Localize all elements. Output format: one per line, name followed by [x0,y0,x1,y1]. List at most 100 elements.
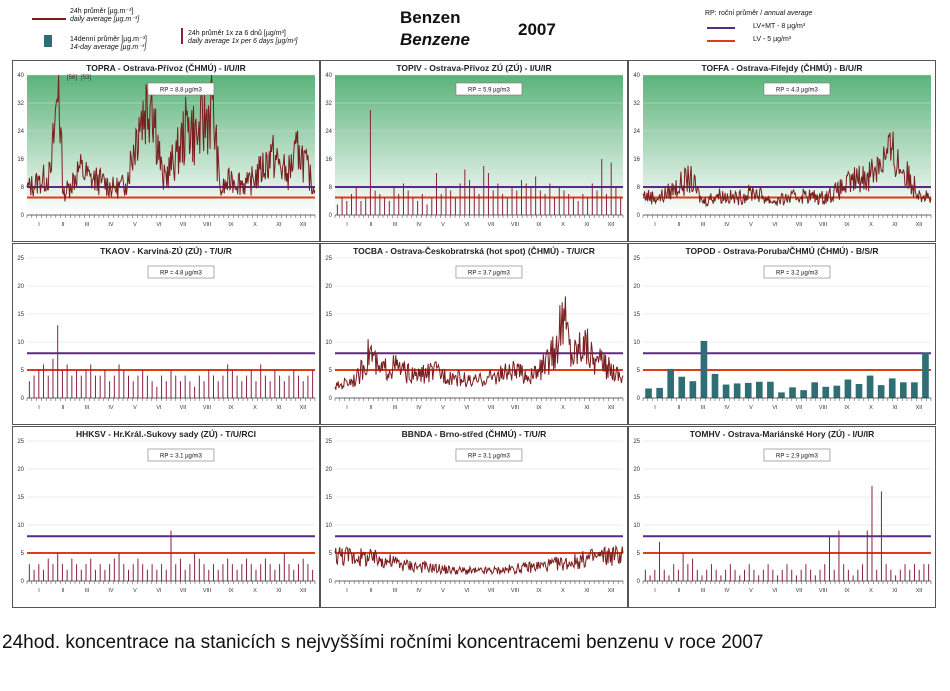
series-line [334,544,624,576]
bar [866,375,874,398]
month-label: XI [276,405,282,411]
month-label: XII [300,405,307,411]
legend-spike-cz: 24h průměr 1x za 6 dnů [µg/m³] [188,30,286,37]
month-label: X [561,222,565,228]
month-label: XI [892,405,898,411]
month-label: V [749,588,753,594]
rp-box [147,82,215,96]
month-label: VII [180,222,187,228]
rp-label: RP = 3.1 µg/m3 [468,454,511,460]
y-tick-label: 40 [325,73,332,79]
month-label: IV [416,222,422,228]
rp-label: RP = 4.8 µg/m3 [160,271,203,277]
month-label: I [654,405,656,411]
panel-title: TOMHV - Ostrava-Mariánské Hory (ZÚ) - I/… [690,428,875,439]
y-tick-label: 32 [633,101,640,107]
rp-label: RP = 8.8 µg/m3 [160,88,203,94]
panel-title: TOPOD - Ostrava-Poruba/ČHMÚ (ČHMÚ) - B/S… [686,245,879,256]
y-tick-label: 16 [325,157,332,163]
plot-background [335,75,623,215]
chart-panel: TOPRA - Ostrava-Přívoz (ČHMÚ) - I/U/IR 0 8… [12,60,320,242]
month-label: V [133,588,137,594]
month-label: IV [724,405,730,411]
y-tick-label: 0 [637,579,641,585]
month-label: IV [724,222,730,228]
y-tick-label: 0 [329,579,333,585]
bar [922,352,929,398]
y-tick-label: 40 [17,73,24,79]
month-label: VI [772,405,778,411]
month-label: XI [584,588,590,594]
bar [855,384,863,398]
rp-label: RP = 2.9 µg/m3 [776,454,819,460]
rp-box [147,265,215,279]
y-tick-label: 24 [633,129,640,135]
month-label: XII [608,405,615,411]
y-tick-label: 5 [21,368,25,374]
bar [645,388,652,398]
y-tick-label: 5 [637,551,641,557]
month-label: VIII [819,405,828,411]
y-tick-label: 5 [329,368,333,374]
rp-box [147,448,215,462]
month-label: I [38,222,40,228]
month-label: V [441,222,445,228]
month-label: VI [156,222,162,228]
legend-spike: 24h průměr 1x za 6 dnů [µg/m³] daily ave… [188,30,297,46]
month-label: IX [536,588,542,594]
legend-bar-en: 14-day average [µg.m⁻³] [70,44,147,51]
y-tick-label: 15 [17,312,24,318]
month-label: VI [156,405,162,411]
bar [767,381,774,398]
chart-panel: TOFFA - Ostrava-Fifejdy (ČHMÚ) - B/U/R 0 8… [628,60,936,242]
y-tick-label: 0 [21,213,25,219]
rp-box [763,448,831,462]
plot-background [27,75,315,215]
month-label: VII [180,588,187,594]
month-label: III [85,222,90,228]
month-label: IX [228,588,234,594]
chart-svg: TOFFA - Ostrava-Fifejdy (ČHMÚ) - B/U/R 0 8… [633,62,932,228]
chart-panel: TOMHV - Ostrava-Mariánské Hory (ZÚ) - I/… [628,426,936,608]
legend-line-cz: 24h průměr [µg.m⁻³] [70,8,134,15]
month-label: V [749,222,753,228]
rp-legend-cz: RP: roční průměr [705,10,759,17]
month-label: V [133,405,137,411]
month-label: VIII [511,588,520,594]
month-label: VI [464,405,470,411]
month-label: II [369,222,373,228]
month-label: VII [796,588,803,594]
month-label: XII [916,588,923,594]
y-tick-label: 0 [637,213,641,219]
month-label: VIII [203,405,212,411]
chart-title: Benzen Benzene [400,8,470,50]
month-label: VII [796,405,803,411]
month-label: III [393,222,398,228]
bar [733,383,741,398]
bar [833,385,841,398]
month-label: III [701,405,706,411]
month-label: X [561,588,565,594]
month-label: II [677,405,681,411]
month-label: I [654,588,656,594]
rp-box [455,265,523,279]
y-tick-label: 20 [325,284,332,290]
month-label: II [369,405,373,411]
y-tick-label: 25 [633,439,640,445]
panel-title: TOFFA - Ostrava-Fifejdy (ČHMÚ) - B/U/R [701,62,862,73]
y-tick-label: 24 [325,129,332,135]
lvmt-label: LV+MT - 8 µg/m³ [753,23,806,30]
month-label: I [346,405,348,411]
y-tick-label: 8 [21,185,25,191]
month-label: VII [488,405,495,411]
y-tick-label: 10 [17,523,24,529]
month-label: IV [108,222,114,228]
y-tick-label: 10 [325,523,332,529]
y-tick-label: 0 [329,396,333,402]
month-label: VI [156,588,162,594]
chart-panel: HHKSV - Hr.Král.-Sukovy sady (ZÚ) - T/U/… [12,426,320,608]
rp-legend: RP: roční průměr / annual average [705,10,813,17]
month-label: IV [416,588,422,594]
year-label: 2007 [518,20,556,39]
month-label: I [346,222,348,228]
